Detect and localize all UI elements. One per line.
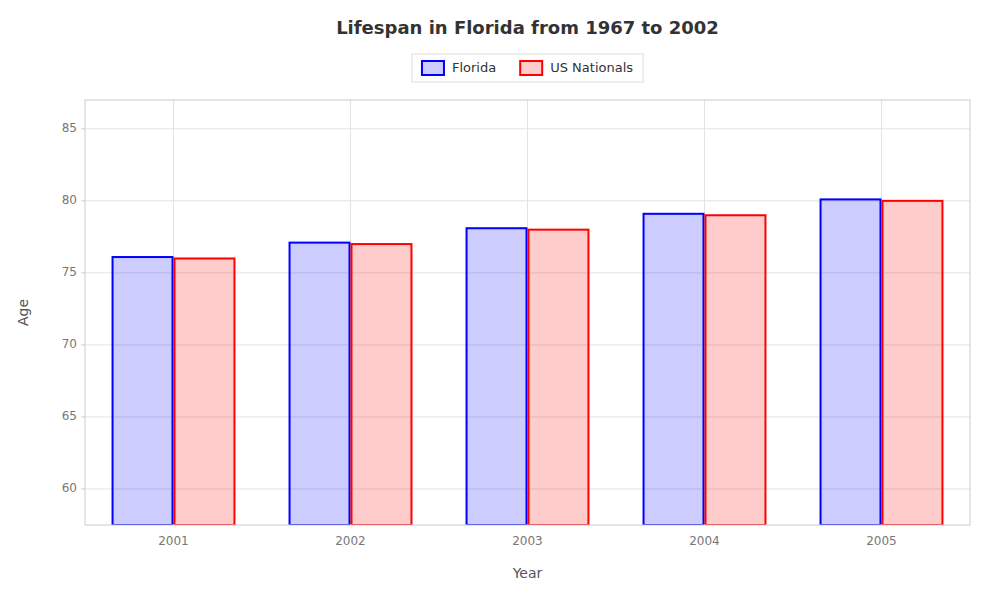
y-tick-label: 60	[62, 481, 77, 495]
chart-container: 60 65 70 75 80 85 2001 2002 2003 2004 2005 Year Age L…	[0, 0, 1000, 600]
legend-item: US Nationals	[520, 60, 633, 76]
legend-swatch	[520, 61, 542, 75]
y-tick	[81, 200, 85, 201]
bar	[821, 199, 881, 525]
x-tick-label: 2004	[689, 534, 720, 548]
y-tick	[81, 416, 85, 417]
y-tick	[81, 272, 85, 273]
y-tick	[81, 128, 85, 129]
y-tick-label: 65	[62, 409, 77, 423]
y-tick-label: 80	[62, 193, 77, 207]
x-axis-label: Year	[512, 565, 543, 581]
y-axis-label: Age	[15, 299, 31, 326]
bars	[113, 199, 943, 525]
plot-frame	[85, 100, 970, 525]
y-tick-label: 70	[62, 337, 77, 351]
y-tick	[81, 488, 85, 489]
bar	[706, 215, 766, 525]
y-tick-label: 75	[62, 265, 77, 279]
legend-swatch	[422, 61, 444, 75]
bar	[529, 230, 589, 525]
x-tick-label: 2003	[512, 534, 543, 548]
bar	[352, 244, 412, 525]
x-tick-label: 2005	[866, 534, 897, 548]
x-tick-label: 2002	[335, 534, 366, 548]
legend-frame	[412, 54, 643, 82]
chart: 60 65 70 75 80 85 2001 2002 2003 2004 2005 Year Age L…	[0, 0, 1000, 600]
axes: 60 65 70 75 80 85 2001 2002 2003 2004 2005	[62, 121, 897, 548]
bar	[883, 201, 943, 525]
bar	[467, 228, 527, 525]
legend: Florida US Nationals	[412, 54, 643, 82]
y-tick-label: 85	[62, 121, 77, 135]
bar	[644, 214, 704, 525]
legend-label: Florida	[452, 60, 496, 75]
grid	[85, 100, 970, 525]
title: Lifespan in Florida from 1967 to 2002	[336, 17, 719, 38]
bar	[290, 243, 350, 525]
bar	[175, 258, 235, 525]
x-tick-label: 2001	[158, 534, 189, 548]
legend-label: US Nationals	[550, 60, 633, 75]
y-tick	[81, 344, 85, 345]
bar	[113, 257, 173, 525]
legend-item: Florida	[422, 60, 496, 76]
